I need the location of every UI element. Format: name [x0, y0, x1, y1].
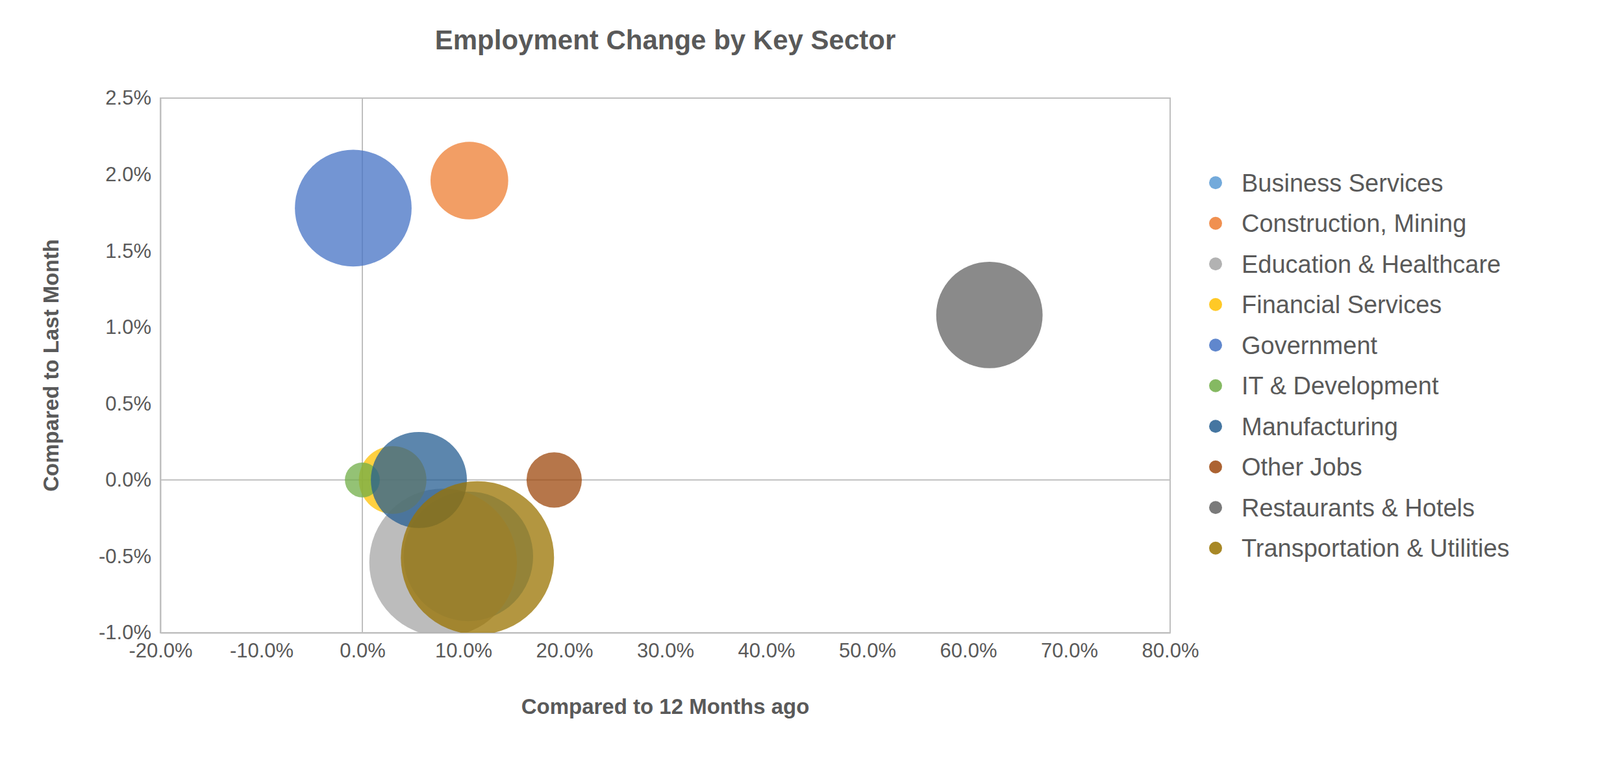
- x-tick-label: 0.0%: [339, 638, 386, 662]
- legend-label: Construction, Mining: [1241, 209, 1467, 238]
- x-tick: 80.0%: [1142, 632, 1200, 662]
- x-tick-label: 10.0%: [435, 638, 493, 662]
- legend-item: Manufacturing: [1209, 412, 1399, 441]
- y-tick: 1.0%: [105, 315, 161, 339]
- legend-label: IT & Development: [1241, 372, 1439, 400]
- plot-frame: [160, 98, 1171, 633]
- legend-label: Restaurants & Hotels: [1241, 494, 1475, 522]
- chart: Employment Change by Key Sector-20.0%-10…: [0, 0, 1600, 762]
- y-tick: 2.5%: [105, 86, 161, 110]
- legend-label: Financial Services: [1241, 290, 1442, 319]
- x-tick: 30.0%: [637, 632, 695, 662]
- legend-item: Education & Healthcare: [1209, 250, 1501, 278]
- legend-marker: [1209, 298, 1223, 312]
- legend-label: Business Services: [1241, 169, 1443, 197]
- y-tick: 1.5%: [105, 239, 161, 263]
- bubble: [526, 451, 582, 508]
- y-tick-label: 0.0%: [105, 468, 152, 491]
- y-tick: 0.5%: [105, 392, 161, 415]
- legend-label: Other Jobs: [1241, 453, 1363, 481]
- x-tick: -10.0%: [229, 632, 294, 662]
- y-axis-line: [160, 98, 162, 634]
- legend: Business Services Construction, Mining Edu…: [1209, 169, 1510, 563]
- legend-item: Business Services: [1209, 169, 1443, 197]
- legend-marker: [1209, 338, 1223, 352]
- legend-label: Manufacturing: [1241, 412, 1399, 441]
- y-tick: 0.0%: [105, 468, 161, 491]
- x-tick: 20.0%: [536, 632, 594, 662]
- x-tick-label: 70.0%: [1040, 638, 1099, 662]
- legend-item: Other Jobs: [1209, 453, 1363, 481]
- x-tick: 40.0%: [738, 632, 796, 662]
- bubble: [294, 149, 412, 267]
- legend-marker: [1209, 175, 1223, 189]
- legend-marker: [1209, 216, 1223, 230]
- x-tick-label: 40.0%: [738, 638, 796, 662]
- y-axis-title: Compared to Last Month: [38, 238, 63, 492]
- bubble: [430, 141, 509, 220]
- bubble: [400, 481, 554, 633]
- x-axis-line: [161, 632, 1171, 634]
- x-tick: 50.0%: [838, 632, 897, 662]
- legend-item: Government: [1209, 331, 1378, 360]
- y-tick-label: -1.0%: [98, 620, 152, 644]
- y-tick-label: 2.0%: [105, 162, 152, 186]
- x-tick: 10.0%: [435, 632, 493, 662]
- legend-item: Construction, Mining: [1209, 209, 1467, 238]
- y-tick-label: 0.5%: [105, 392, 152, 415]
- x-tick: 70.0%: [1040, 632, 1099, 662]
- title: Employment Change by Key Sector: [435, 24, 897, 56]
- legend-marker: [1209, 419, 1223, 433]
- x-tick-label: 30.0%: [637, 638, 695, 662]
- x-tick-label: -10.0%: [229, 638, 294, 662]
- legend-marker: [1209, 541, 1223, 555]
- legend-item: Restaurants & Hotels: [1209, 494, 1475, 522]
- bubbles: [294, 141, 1043, 633]
- x-axis: -20.0%-10.0%0.0%10.0%20.0%30.0%40.0%50.0…: [128, 632, 1199, 662]
- x-tick-label: 50.0%: [838, 638, 897, 662]
- legend-item: IT & Development: [1209, 372, 1439, 400]
- legend-item: Financial Services: [1209, 290, 1442, 319]
- zero-line: [160, 479, 1171, 481]
- x-axis-title: Compared to 12 Months ago: [521, 694, 810, 719]
- x-tick: 0.0%: [339, 632, 386, 662]
- y-tick-label: 1.0%: [105, 315, 152, 339]
- legend-marker: [1209, 500, 1223, 514]
- y-tick-label: 1.5%: [105, 239, 152, 263]
- y-tick-label: 2.5%: [105, 86, 152, 110]
- legend-marker: [1209, 379, 1223, 393]
- legend-label: Transportation & Utilities: [1241, 534, 1510, 562]
- legend-label: Education & Healthcare: [1241, 250, 1501, 278]
- bubble: [936, 261, 1043, 369]
- x-tick-label: 60.0%: [940, 638, 998, 662]
- y-axis: -1.0% -0.5% 0.0% 0.5% 1.0% 1.5% 2.0% 2.5%: [98, 86, 161, 644]
- legend-marker: [1209, 460, 1223, 474]
- x-tick-label: 80.0%: [1142, 638, 1200, 662]
- y-tick: -0.5%: [98, 544, 161, 568]
- y-tick: -1.0%: [98, 620, 161, 644]
- y-tick: 2.0%: [105, 162, 161, 186]
- x-tick: 60.0%: [940, 632, 998, 662]
- legend-marker: [1209, 257, 1223, 271]
- legend-label: Government: [1241, 331, 1378, 360]
- legend-item: Transportation & Utilities: [1209, 534, 1510, 562]
- x-tick-label: 20.0%: [536, 638, 594, 662]
- y-tick-label: -0.5%: [98, 544, 152, 568]
